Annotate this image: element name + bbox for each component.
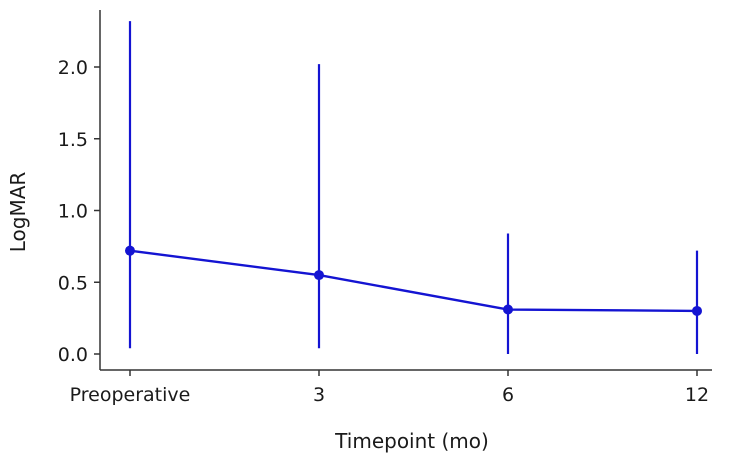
series-layer bbox=[125, 21, 702, 354]
data-point bbox=[503, 304, 513, 315]
data-point bbox=[314, 270, 324, 281]
y-tick-label: 0.5 bbox=[58, 272, 88, 294]
data-point bbox=[692, 305, 702, 316]
axes bbox=[99, 10, 712, 371]
y-tick-label: 2.0 bbox=[58, 57, 88, 79]
x-ticks: Preoperative 3 6 12 bbox=[70, 370, 709, 406]
y-ticks: 0.0 0.5 1.0 1.5 2.0 bbox=[58, 57, 100, 366]
y-axis-title: LogMAR bbox=[6, 172, 30, 253]
x-tick-label: 12 bbox=[685, 384, 709, 406]
x-tick-label: Preoperative bbox=[70, 384, 191, 406]
y-tick-label: 1.5 bbox=[58, 129, 88, 151]
x-axis-title: Timepoint (mo) bbox=[334, 429, 489, 453]
x-tick-label: 6 bbox=[502, 384, 514, 406]
x-tick-label: 3 bbox=[313, 384, 325, 406]
series-line bbox=[129, 249, 698, 313]
data-point bbox=[125, 245, 135, 256]
y-tick-label: 1.0 bbox=[58, 201, 88, 223]
y-tick-label: 0.0 bbox=[58, 344, 88, 366]
